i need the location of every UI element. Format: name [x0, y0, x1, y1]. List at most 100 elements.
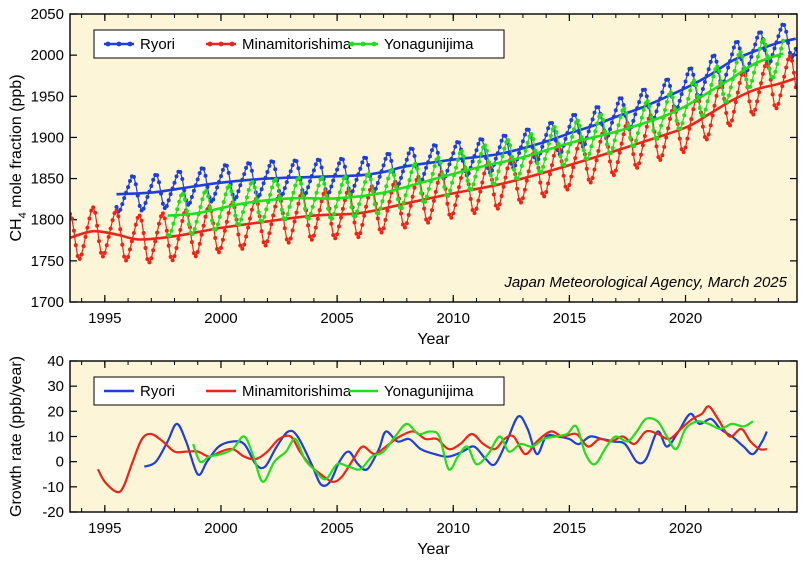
yonagunijima-monthly-point: [506, 138, 511, 143]
minamitorishima-monthly-point: [753, 107, 758, 112]
minamitorishima-monthly-point: [524, 178, 529, 183]
yonagunijima-monthly-point: [343, 174, 348, 179]
yonagunijima-monthly-point: [649, 115, 654, 120]
minamitorishima-monthly-point: [288, 236, 293, 241]
minamitorishima-monthly-point: [157, 221, 161, 226]
minamitorishima-monthly-point: [642, 134, 647, 138]
minamitorishima-monthly-point: [546, 181, 551, 186]
yonagunijima-monthly-point: [651, 128, 656, 133]
y-tick-label: -10: [42, 479, 64, 496]
minamitorishima-monthly-point: [424, 217, 429, 222]
x-tick-label: 2005: [320, 520, 353, 537]
ryori-monthly-point: [596, 105, 601, 110]
legend-marker-yonagunijima: [360, 41, 366, 47]
yonagunijima-monthly-point: [500, 154, 505, 159]
minamitorishima-monthly-point: [588, 180, 593, 185]
minamitorishima-monthly-point: [213, 236, 218, 240]
ryori-monthly-point: [191, 188, 196, 193]
minamitorishima-monthly-point: [339, 215, 343, 220]
yonagunijima-monthly-point: [361, 187, 365, 192]
minamitorishima-monthly-point: [791, 70, 796, 75]
ryori-monthly-point: [257, 192, 262, 197]
y-axis-label-subscript: 4: [17, 212, 29, 218]
yonagunijima-monthly-point: [692, 78, 696, 83]
yonagunijima-monthly-point: [773, 69, 778, 74]
yonagunijima-monthly-point: [744, 77, 749, 82]
minamitorishima-monthly-point: [493, 203, 498, 208]
minamitorishima-monthly-point: [644, 124, 649, 129]
yonagunijima-monthly-point: [515, 176, 520, 181]
minamitorishima-monthly-point: [447, 212, 452, 217]
yonagunijima-monthly-point: [668, 90, 673, 95]
yonagunijima-monthly-point: [635, 131, 640, 136]
minamitorishima-monthly-point: [286, 240, 291, 245]
minamitorishima-monthly-point: [735, 90, 740, 95]
minamitorishima-monthly-point: [364, 204, 369, 209]
minamitorishima-monthly-point: [408, 203, 413, 208]
ryori-monthly-point: [474, 148, 479, 153]
minamitorishima-monthly-point: [666, 126, 671, 131]
minamitorishima-monthly-point: [193, 254, 198, 259]
ryori-monthly-point: [220, 167, 225, 172]
yonagunijima-monthly-point: [349, 205, 354, 209]
legend-marker-yonagunijima: [371, 41, 377, 47]
minamitorishima-monthly-point: [470, 208, 475, 212]
minamitorishima-monthly-point: [189, 240, 194, 245]
ryori-monthly-point: [128, 179, 132, 183]
yonagunijima-monthly-point: [779, 46, 784, 51]
yonagunijima-monthly-point: [703, 107, 708, 112]
ryori-monthly-point: [203, 173, 208, 178]
ryori-monthly-point: [662, 83, 667, 88]
ryori-monthly-point: [168, 192, 173, 197]
ryori-monthly-point: [768, 59, 773, 64]
ryori-monthly-point: [544, 133, 549, 137]
minamitorishima-monthly-point: [687, 126, 692, 131]
ryori-monthly-point: [319, 165, 324, 170]
y-axis-label: Growth rate (ppb/year): [8, 356, 25, 517]
ryori-monthly-point: [563, 136, 568, 141]
ryori-monthly-point: [174, 174, 179, 179]
minamitorishima-monthly-point: [708, 123, 713, 128]
minamitorishima-monthly-point: [495, 206, 500, 211]
y-tick-label: 1900: [31, 129, 64, 146]
x-tick-label: 1995: [88, 310, 121, 327]
y-tick-label: 20: [47, 403, 64, 420]
yonagunijima-monthly-point: [446, 193, 451, 198]
y-axis-label-suffix: mole fraction (ppb): [8, 74, 25, 212]
yonagunijima-monthly-point: [659, 123, 664, 128]
minamitorishima-monthly-point: [503, 175, 508, 180]
minamitorishima-monthly-point: [155, 230, 160, 235]
yonagunijima-monthly-point: [632, 144, 636, 149]
minamitorishima-monthly-point: [410, 194, 415, 199]
yonagunijima-monthly-point: [183, 197, 187, 202]
yonagunijima-monthly-point: [750, 78, 755, 83]
yonagunijima-monthly-point: [502, 146, 507, 151]
ryori-monthly-point: [373, 186, 378, 191]
yonagunijima-monthly-point: [624, 111, 629, 116]
y-axis-label: CH4 mole fraction (ppb): [8, 74, 29, 241]
minamitorishima-monthly-point: [195, 250, 200, 254]
yonagunijima-monthly-point: [616, 123, 621, 128]
minamitorishima-monthly-point: [528, 160, 533, 165]
minamitorishima-monthly-point: [776, 101, 781, 106]
minamitorishima-monthly-point: [540, 191, 545, 196]
ryori-monthly-point: [404, 157, 409, 162]
y-tick-label: 0: [56, 454, 64, 471]
minamitorishima-monthly-point: [780, 84, 785, 89]
minamitorishima-monthly-point: [542, 194, 547, 199]
minamitorishima-monthly-point: [261, 240, 266, 245]
ryori-monthly-point: [782, 23, 787, 27]
yonagunijima-monthly-point: [426, 187, 431, 191]
minamitorishima-monthly-point: [590, 176, 595, 180]
yonagunijima-monthly-point: [604, 142, 609, 147]
legend-marker-ryori: [127, 41, 133, 47]
minamitorishima-monthly-point: [788, 54, 792, 59]
minamitorishima-monthly-point: [224, 219, 229, 224]
minamitorishima-monthly-point: [459, 176, 463, 180]
yonagunijima-monthly-point: [401, 200, 406, 205]
series-layer: [70, 22, 797, 265]
ryori-monthly-point: [422, 171, 427, 176]
minamitorishima-monthly-point: [476, 198, 481, 203]
yonagunijima-monthly-point: [471, 182, 476, 187]
ryori-monthly-point: [778, 27, 783, 32]
